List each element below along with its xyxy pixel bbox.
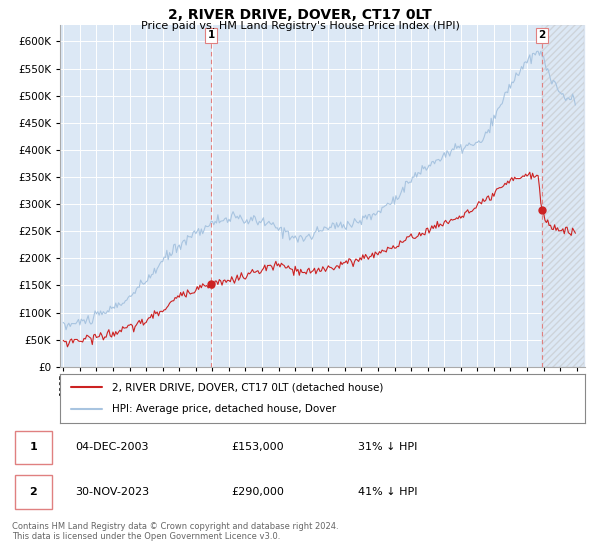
Text: 2: 2 <box>539 30 546 40</box>
Text: HPI: Average price, detached house, Dover: HPI: Average price, detached house, Dove… <box>113 404 337 414</box>
Text: 1: 1 <box>208 30 215 40</box>
Text: £153,000: £153,000 <box>231 442 284 452</box>
Text: 2: 2 <box>29 487 37 497</box>
Text: £290,000: £290,000 <box>231 487 284 497</box>
Text: 1: 1 <box>29 442 37 452</box>
Text: 41% ↓ HPI: 41% ↓ HPI <box>358 487 417 497</box>
Text: 04-DEC-2003: 04-DEC-2003 <box>76 442 149 452</box>
Text: 30-NOV-2023: 30-NOV-2023 <box>76 487 149 497</box>
FancyBboxPatch shape <box>15 475 52 509</box>
Text: 2, RIVER DRIVE, DOVER, CT17 0LT (detached house): 2, RIVER DRIVE, DOVER, CT17 0LT (detache… <box>113 382 384 393</box>
Text: Price paid vs. HM Land Registry's House Price Index (HPI): Price paid vs. HM Land Registry's House … <box>140 21 460 31</box>
Text: 31% ↓ HPI: 31% ↓ HPI <box>358 442 417 452</box>
Text: 2, RIVER DRIVE, DOVER, CT17 0LT: 2, RIVER DRIVE, DOVER, CT17 0LT <box>168 8 432 22</box>
FancyBboxPatch shape <box>15 431 52 464</box>
Text: Contains HM Land Registry data © Crown copyright and database right 2024.
This d: Contains HM Land Registry data © Crown c… <box>12 522 338 542</box>
